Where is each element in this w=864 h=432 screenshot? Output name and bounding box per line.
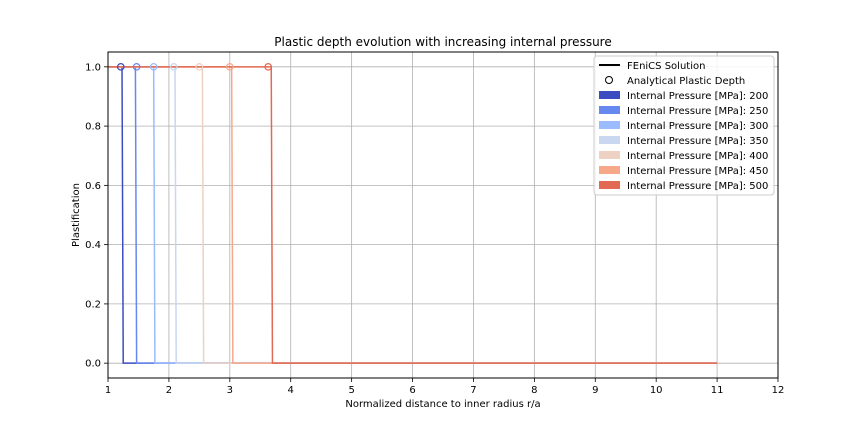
analytical-marker-2 [149,63,158,71]
y-axis-ticks: 0.0 0.2 0.4 0.6 0.8 1.0 [85,62,108,370]
y-tick-label: 1.0 [85,62,101,73]
x-tick-label: 8 [531,385,537,396]
legend-box [593,55,775,196]
y-axis-label: Plastification [71,183,82,247]
legend-swatch-450 [599,166,620,174]
y-tick-label: 0.6 [85,181,101,192]
x-tick-label: 4 [288,385,294,396]
legend: FEniCS Solution Analytical Plastic Depth… [593,55,775,196]
y-tick-label: 0.2 [85,299,101,310]
legend-label-400: Internal Pressure [MPa]: 400 [627,151,768,162]
x-tick-label: 11 [711,385,724,396]
legend-swatch-400 [599,151,620,159]
legend-swatch-300 [599,121,620,129]
x-tick-label: 5 [348,385,354,396]
plot-frame [107,51,779,379]
legend-swatch-350 [599,136,620,144]
x-axis-ticks: 1 2 3 4 5 6 7 8 9 10 11 12 [105,378,785,396]
analytical-marker-0 [116,63,125,71]
x-tick-label: 6 [409,385,415,396]
legend-marker-label: Analytical Plastic Depth [627,76,745,87]
x-tick-label: 10 [650,385,663,396]
legend-label-300: Internal Pressure [MPa]: 300 [627,121,768,132]
legend-label-500: Internal Pressure [MPa]: 500 [627,181,768,192]
series-lines [108,66,718,364]
analytical-marker-4 [195,63,204,71]
x-tick-label: 9 [592,385,598,396]
legend-label-200: Internal Pressure [MPa]: 200 [627,91,768,102]
legend-label-350: Internal Pressure [MPa]: 350 [627,136,768,147]
x-tick-label: 1 [105,385,111,396]
legend-label-250: Internal Pressure [MPa]: 250 [627,106,768,117]
x-tick-label: 7 [470,385,476,396]
x-tick-label: 3 [227,385,233,396]
analytical-markers [116,63,272,71]
legend-label-450: Internal Pressure [MPa]: 450 [627,166,768,177]
series-line-6 [108,66,718,364]
analytical-marker-3 [169,63,178,71]
x-tick-label: 2 [166,385,172,396]
y-tick-label: 0.8 [85,122,101,133]
y-tick-label: 0.4 [85,240,101,251]
legend-swatch-250 [599,106,620,114]
analytical-marker-1 [132,63,141,71]
x-axis-label: Normalized distance to inner radius r/a [345,399,540,410]
legend-swatch-200 [599,91,620,99]
y-tick-label: 0.0 [85,359,101,370]
legend-swatch-500 [599,181,620,189]
x-tick-label: 12 [772,385,785,396]
chart-title: Plastic depth evolution with increasing … [274,35,611,49]
analytical-marker-6 [264,63,272,71]
analytical-marker-5 [226,63,234,71]
legend-line-label: FEniCS Solution [627,61,705,72]
legend-marker-swatch [605,76,613,84]
